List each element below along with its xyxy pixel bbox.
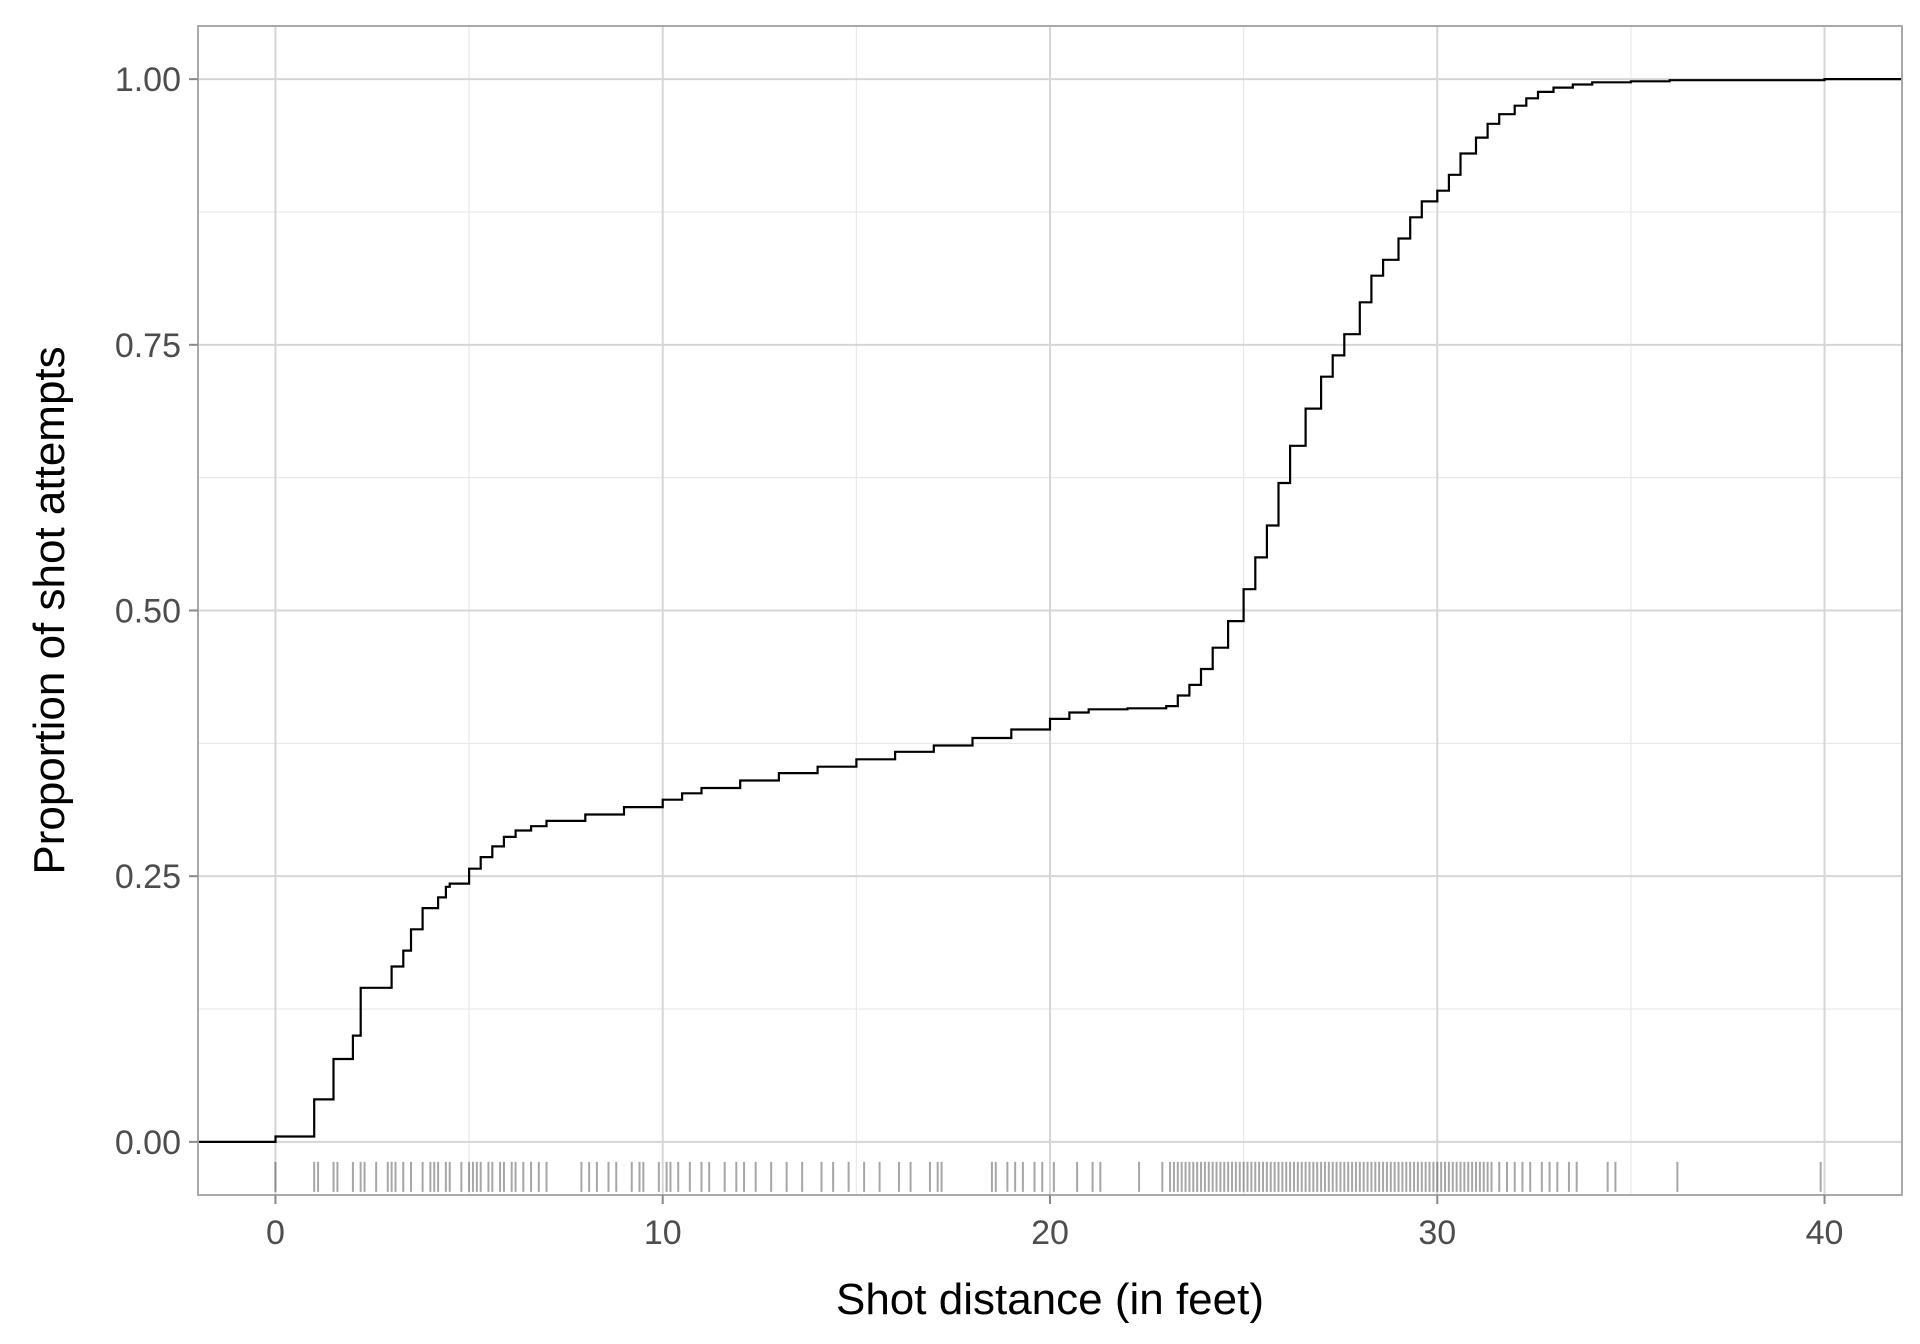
major-gridlines (198, 26, 1902, 1195)
rug-marks (274, 1161, 1822, 1192)
x-tick-label: 20 (1031, 1214, 1069, 1252)
y-tick-label: 0.50 (115, 593, 181, 631)
x-tick-label: 30 (1418, 1214, 1456, 1252)
y-axis-title: Proportion of shot attempts (25, 346, 74, 874)
ecdf-step-line (198, 78, 1902, 1143)
x-axis-ticks: 0 10 20 30 40 (266, 1195, 1843, 1252)
ecdf-series (198, 78, 1902, 1143)
x-tick-label: 10 (644, 1214, 682, 1252)
y-axis-ticks: 0.00 0.25 0.50 0.75 1.00 (115, 61, 198, 1162)
x-tick-label: 0 (266, 1214, 285, 1252)
x-axis-title: Shot distance (in feet) (836, 1275, 1264, 1324)
x-tick-label: 40 (1806, 1214, 1844, 1252)
y-tick-label: 0.75 (115, 327, 181, 365)
y-tick-label: 0.00 (115, 1124, 181, 1162)
y-tick-label: 1.00 (115, 61, 181, 99)
y-tick-label: 0.25 (115, 858, 181, 896)
